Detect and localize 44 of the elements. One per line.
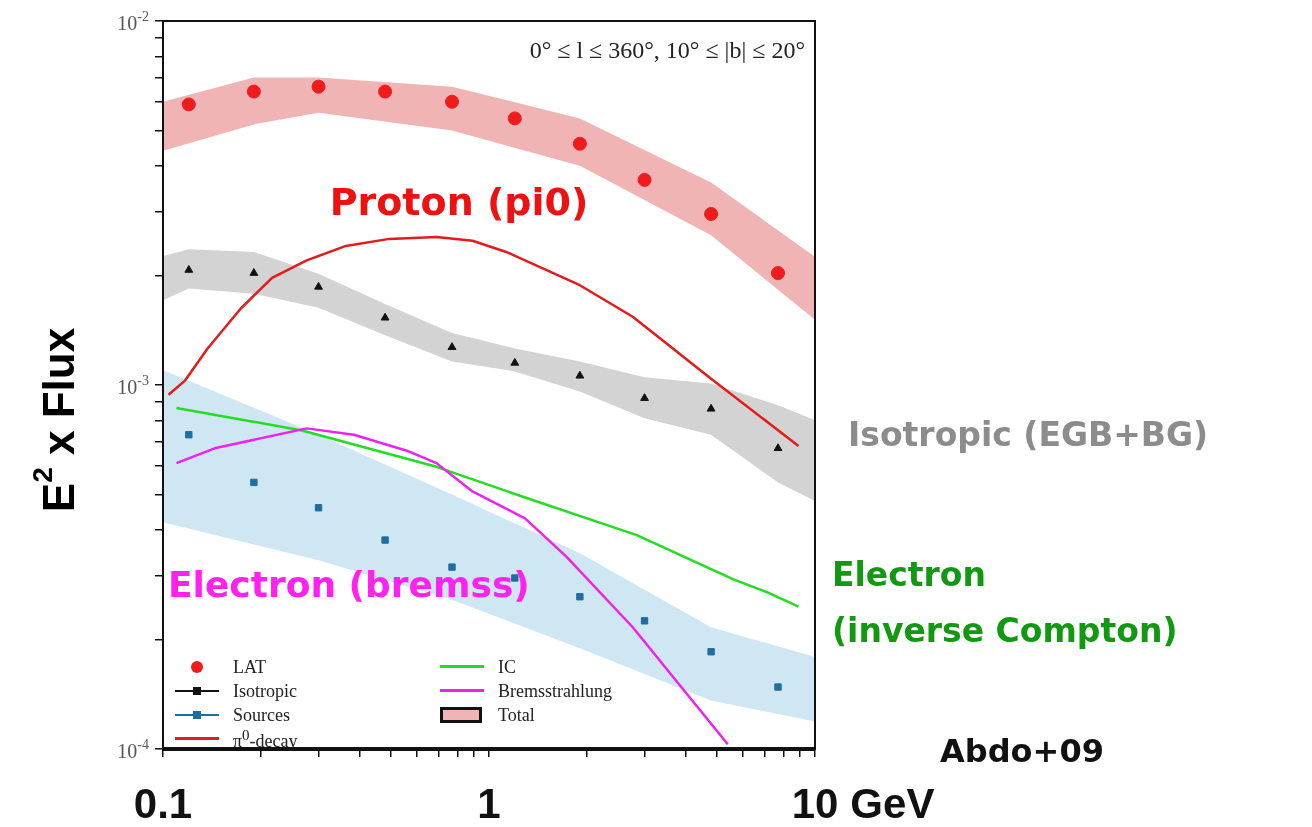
point: [510, 357, 520, 366]
point: [572, 136, 587, 151]
point: [246, 84, 261, 99]
x-tick-label: 10: [791, 780, 839, 827]
text: Abdo+09: [940, 732, 1104, 770]
point: [181, 97, 196, 112]
legend-label: Total: [498, 704, 535, 726]
annotation: 0° ≤ l ≤ 360°, 10° ≤ |b| ≤ 20°: [529, 37, 805, 63]
y-axis-title: E2 x Flux: [27, 327, 84, 513]
point: [250, 478, 258, 487]
point: [774, 683, 782, 691]
legend-label: Bremsstrahlung: [498, 680, 612, 702]
point: [706, 403, 716, 412]
point: [507, 111, 522, 126]
text: Electron (inverse Compton): [832, 555, 1178, 650]
legend-label: LAT: [233, 656, 266, 678]
annotation: Electron (bremss): [168, 564, 530, 605]
point: [311, 79, 326, 94]
x-axis-title: GeV: [850, 780, 935, 827]
legend-label: IC: [498, 656, 516, 678]
point: [249, 268, 259, 276]
point: [640, 393, 649, 401]
legend-label: π$^{0}$-decay: [233, 726, 298, 752]
point: [707, 648, 715, 656]
point: [185, 431, 193, 439]
x-tick-label: 0.1: [133, 780, 193, 827]
point: [184, 264, 194, 273]
legend-label: Sources: [233, 704, 290, 726]
point: [380, 312, 390, 321]
point: [314, 504, 323, 512]
point: [704, 206, 719, 221]
point: [575, 370, 585, 379]
point: [576, 593, 584, 601]
annotation: Proton (pi0): [329, 180, 589, 224]
point: [314, 281, 323, 290]
point: [637, 172, 652, 187]
x-tick-label: 1: [477, 780, 501, 827]
legend-label: Isotropic: [233, 680, 297, 702]
text: Isotropic (EGB+BG): [848, 415, 1209, 454]
point: [640, 617, 649, 625]
point: [378, 84, 393, 99]
point: [381, 536, 389, 544]
point: [773, 443, 783, 452]
point: [771, 266, 785, 281]
